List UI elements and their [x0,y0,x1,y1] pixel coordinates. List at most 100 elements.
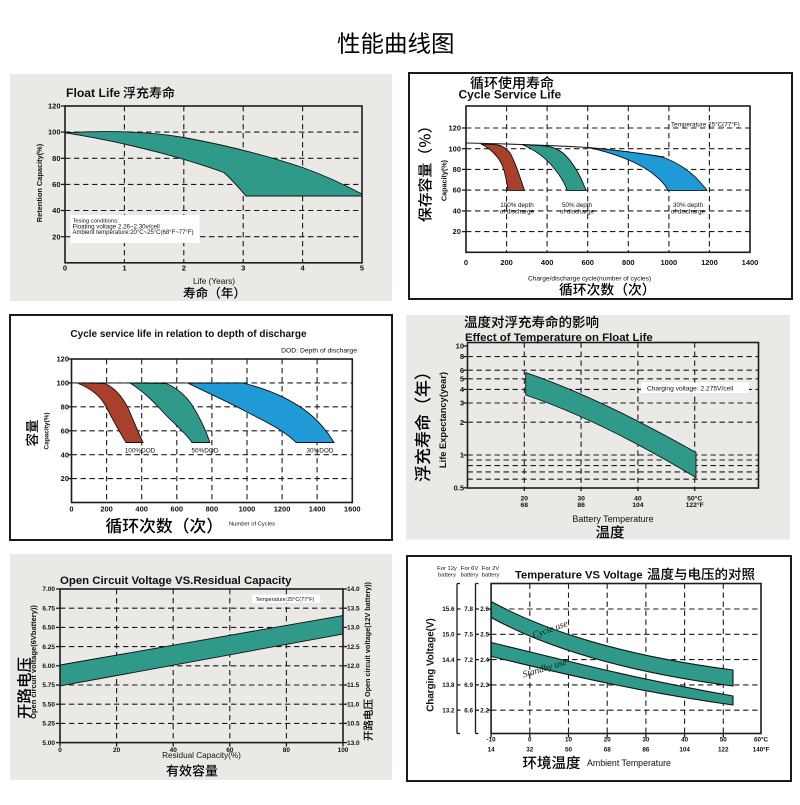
svg-text:6.25: 6.25 [42,644,55,651]
svg-text:80: 80 [453,165,461,174]
svg-text:600: 600 [581,258,594,267]
svg-text:Floating voltage 2.26~2.30v/ce: Floating voltage 2.26~2.30v/cell [73,223,160,230]
svg-text:14.4: 14.4 [442,657,455,664]
svg-text:Battery Temperature: Battery Temperature [572,514,653,524]
svg-text:13.0: 13.0 [347,625,360,632]
svg-text:5.75: 5.75 [42,682,55,689]
svg-text:600: 600 [171,505,184,514]
svg-text:5.00: 5.00 [42,740,55,747]
svg-text:100: 100 [56,379,69,388]
svg-text:5.25: 5.25 [42,721,55,728]
svg-text:10: 10 [456,342,464,351]
svg-text:For 6V: For 6V [461,566,479,572]
svg-text:50: 50 [720,737,728,744]
svg-text:Ambient temperature:20°C~25°C(: Ambient temperature:20°C~25°C(68°F~77°F) [73,230,194,236]
svg-text:122°F: 122°F [686,501,704,509]
svg-text:40: 40 [453,206,461,215]
svg-text:Cycle Service Life: Cycle Service Life [459,88,562,102]
svg-text:0: 0 [528,737,532,744]
svg-text:Life (Years): Life (Years) [193,276,235,286]
svg-text:Open circuit voltage(12V batte: Open circuit voltage(12V battery)) [363,581,372,697]
svg-text:86: 86 [577,502,585,509]
svg-text:10.5: 10.5 [347,721,360,728]
svg-text:DOD: Depth of discharge: DOD: Depth of discharge [281,348,357,355]
svg-text:14.0: 14.0 [347,586,360,593]
svg-text:60°C: 60°C [754,736,769,744]
svg-text:60: 60 [226,747,234,754]
svg-text:battery: battery [438,573,456,579]
svg-text:For 12y: For 12y [437,566,457,572]
svg-text:Tesing conditions:: Tesing conditions: [73,219,119,225]
svg-text:7.8: 7.8 [464,606,473,613]
svg-text:15.0: 15.0 [442,632,455,639]
svg-text:0: 0 [464,258,468,267]
svg-text:80: 80 [52,154,60,163]
svg-text:-10: -10 [487,737,497,744]
svg-text:20: 20 [52,232,60,241]
svg-text:32: 32 [526,747,534,754]
svg-text:Temperature VS Voltage: Temperature VS Voltage [515,570,643,582]
svg-text:400: 400 [541,258,554,267]
svg-text:120: 120 [48,102,61,111]
svg-text:7.2: 7.2 [464,657,473,664]
svg-text:50%DOD: 50%DOD [192,448,219,455]
svg-text:122: 122 [718,747,729,754]
svg-text:Float Life: Float Life [66,86,120,100]
svg-text:100: 100 [448,144,461,153]
svg-text:400: 400 [135,505,148,514]
svg-text:20: 20 [604,737,612,744]
svg-text:4: 4 [460,385,465,394]
svg-text:6.75: 6.75 [42,605,55,612]
svg-text:2.5: 2.5 [480,632,489,639]
svg-text:Open circuit voltage(6Vbattery: Open circuit voltage(6Vbattery)) [29,605,38,719]
svg-text:10: 10 [565,737,573,744]
svg-text:1: 1 [122,264,126,273]
svg-text:of discharge: of discharge [671,209,706,216]
svg-text:1600: 1600 [344,505,361,514]
svg-text:7.5: 7.5 [464,632,473,639]
svg-text:2.4: 2.4 [480,657,489,664]
svg-text:6.9: 6.9 [464,682,473,689]
svg-text:200: 200 [500,258,513,267]
svg-text:6.6: 6.6 [464,707,473,714]
svg-text:Charging Voltage(V): Charging Voltage(V) [426,618,437,711]
svg-text:of discharge: of discharge [500,209,535,216]
svg-text:1: 1 [460,451,464,460]
svg-text:20: 20 [61,474,69,483]
svg-text:3: 3 [241,264,245,273]
svg-text:40: 40 [634,496,642,503]
svg-text:13.0: 13.0 [347,740,360,747]
svg-text:5: 5 [360,264,364,273]
svg-text:2.6: 2.6 [480,606,489,613]
svg-text:1200: 1200 [274,505,291,514]
svg-text:30: 30 [642,737,650,744]
svg-text:30% depth: 30% depth [673,202,704,209]
svg-text:800: 800 [622,258,635,267]
svg-text:13.2: 13.2 [442,707,455,714]
svg-text:battery: battery [482,573,500,579]
svg-text:4: 4 [301,264,306,273]
svg-text:60: 60 [453,186,461,195]
svg-text:11.5: 11.5 [347,682,360,689]
svg-text:battery: battery [461,573,479,579]
svg-text:Charging voltage: 2.275V/cell: Charging voltage: 2.275V/cell [647,386,734,393]
svg-text:60: 60 [61,426,69,435]
svg-text:5: 5 [460,374,464,383]
svg-text:Capacity(%): Capacity(%) [440,159,449,201]
svg-text:40: 40 [61,450,69,459]
svg-text:12.5: 12.5 [347,644,360,651]
svg-text:Life Expectancy(year): Life Expectancy(year) [438,372,448,468]
svg-text:Cycle service life in relation: Cycle service life in relation to depth … [70,329,307,340]
svg-text:80: 80 [61,402,69,411]
svg-text:11.0: 11.0 [347,701,360,708]
svg-text:Open Circuit Voltage VS.Residu: Open Circuit Voltage VS.Residual Capacit… [60,575,292,587]
svg-text:20: 20 [521,496,529,503]
svg-text:20: 20 [113,747,121,754]
svg-text:3: 3 [460,399,464,408]
svg-text:6: 6 [460,366,464,375]
svg-text:1000: 1000 [239,505,256,514]
svg-text:13.5: 13.5 [347,605,360,612]
svg-text:Capacity(%): Capacity(%) [44,412,51,449]
svg-text:30%DOD: 30%DOD [307,448,334,455]
svg-text:120: 120 [56,355,69,364]
